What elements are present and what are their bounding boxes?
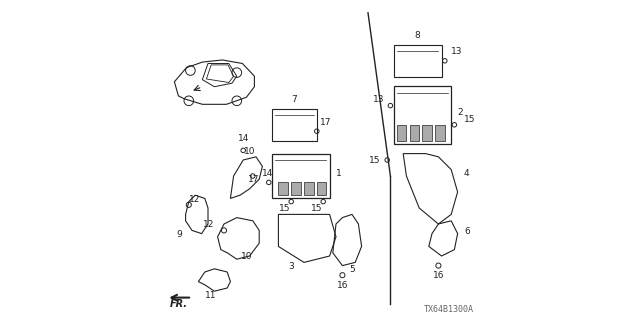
Text: 16: 16 — [433, 271, 444, 280]
Text: 7: 7 — [292, 95, 297, 104]
FancyBboxPatch shape — [397, 125, 406, 141]
FancyBboxPatch shape — [291, 182, 301, 195]
Text: 14: 14 — [262, 169, 274, 178]
Text: 13: 13 — [372, 95, 384, 104]
Text: 4: 4 — [464, 169, 470, 178]
Text: 15: 15 — [311, 204, 323, 213]
FancyBboxPatch shape — [304, 182, 314, 195]
Text: 17: 17 — [320, 118, 332, 127]
FancyBboxPatch shape — [410, 125, 419, 141]
Text: 17: 17 — [248, 175, 259, 184]
Text: 2: 2 — [458, 108, 463, 117]
Text: 5: 5 — [349, 265, 355, 274]
FancyBboxPatch shape — [278, 182, 288, 195]
Text: 15: 15 — [279, 204, 291, 213]
Text: 12: 12 — [203, 220, 214, 229]
Text: 3: 3 — [289, 262, 294, 271]
Text: 1: 1 — [336, 169, 342, 178]
Text: 15: 15 — [464, 115, 476, 124]
Text: 13: 13 — [451, 47, 463, 56]
FancyBboxPatch shape — [422, 125, 432, 141]
Text: FR.: FR. — [170, 299, 188, 309]
Text: 10: 10 — [244, 147, 255, 156]
FancyBboxPatch shape — [317, 182, 326, 195]
Text: 8: 8 — [415, 31, 420, 40]
Text: 6: 6 — [464, 227, 470, 236]
Text: 10: 10 — [241, 252, 252, 261]
Text: 9: 9 — [177, 230, 182, 239]
Text: 14: 14 — [237, 134, 249, 143]
Text: 12: 12 — [189, 195, 200, 204]
Text: 15: 15 — [369, 156, 381, 165]
Text: 11: 11 — [205, 291, 217, 300]
Text: 16: 16 — [337, 281, 348, 290]
Text: TX64B1300A: TX64B1300A — [424, 305, 474, 314]
FancyBboxPatch shape — [435, 125, 445, 141]
